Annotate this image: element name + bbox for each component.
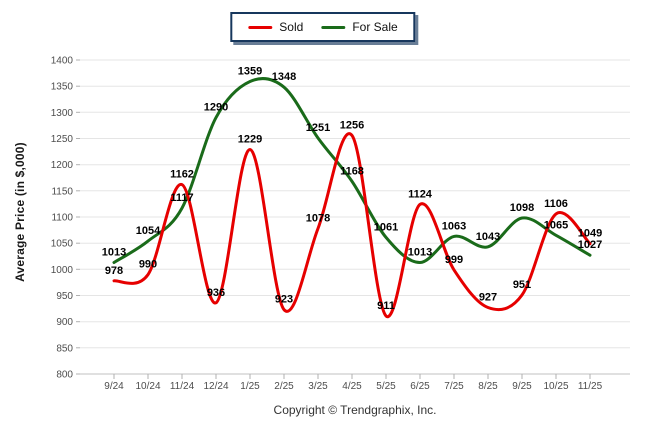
for-sale-data-label: 1168 [340, 165, 364, 177]
sold-data-label: 1229 [238, 134, 262, 146]
for-sale-data-label: 1054 [136, 225, 161, 237]
x-tick-label: 11/25 [578, 381, 603, 392]
y-axis-title: Average Price (in $,000) [13, 142, 27, 282]
for-sale-data-label: 1348 [272, 71, 296, 83]
for-sale-data-label: 1098 [510, 202, 534, 214]
sold-data-label: 923 [275, 294, 293, 306]
y-tick-label: 850 [56, 343, 73, 354]
sold-data-label: 1106 [544, 198, 568, 210]
for-sale-line-swatch [321, 25, 346, 29]
sold-data-label: 936 [207, 287, 225, 299]
sold-line-swatch [248, 25, 273, 29]
y-tick-label: 1000 [51, 265, 74, 276]
x-tick-label: 1/25 [240, 381, 260, 392]
for-sale-data-label: 1043 [476, 231, 500, 243]
sold-data-label: 1049 [578, 228, 602, 240]
for-sale-data-label: 1251 [306, 122, 330, 134]
sold-data-label: 927 [479, 292, 497, 304]
for-sale-data-label: 1013 [408, 247, 432, 259]
for-sale-data-label: 1065 [544, 219, 568, 231]
for-sale-line [112, 77, 592, 265]
x-tick-label: 9/25 [512, 381, 532, 392]
sold-data-label: 1078 [306, 213, 330, 225]
for-sale-data-label: 1013 [102, 247, 126, 259]
for-sale-data-label: 1290 [204, 102, 228, 114]
legend-label-for-sale: For Sale [352, 20, 398, 34]
x-tick-label: 5/25 [376, 381, 396, 392]
sold-line [112, 132, 592, 318]
y-tick-label: 1150 [51, 186, 73, 197]
x-tick-label: 7/25 [444, 381, 464, 392]
for-sale-data-label: 1061 [374, 221, 398, 233]
y-tick-label: 1100 [51, 213, 73, 224]
sold-data-label: 951 [513, 279, 531, 291]
x-tick-label: 4/25 [342, 381, 362, 392]
for-sale-data-label: 1117 [170, 192, 193, 204]
x-tick-label: 10/24 [135, 381, 160, 392]
legend-item-sold: Sold [248, 21, 303, 33]
legend: Sold For Sale [230, 12, 416, 42]
y-tick-label: 1200 [51, 160, 74, 171]
legend-item-for-sale: For Sale [321, 20, 398, 34]
y-tick-label: 1300 [51, 108, 74, 119]
y-tick-label: 1350 [51, 82, 74, 93]
y-tick-label: 1050 [51, 239, 74, 250]
sold-data-label: 911 [377, 300, 395, 312]
y-tick-label: 1250 [51, 134, 74, 145]
for-sale-data-label: 1359 [238, 66, 262, 78]
for-sale-data-label: 1027 [578, 239, 602, 251]
x-tick-label: 9/24 [104, 381, 124, 392]
sold-data-label: 1162 [170, 169, 194, 181]
y-tick-label: 800 [56, 370, 73, 381]
x-tick-label: 10/25 [543, 381, 568, 392]
sold-data-label: 990 [139, 259, 157, 271]
y-tick-label: 1400 [51, 56, 74, 67]
x-tick-label: 3/25 [308, 381, 328, 392]
y-tick-label: 900 [56, 317, 73, 328]
x-tick-label: 2/25 [274, 381, 294, 392]
y-tick-label: 950 [56, 291, 73, 302]
copyright-text: Copyright © Trendgraphix, Inc. [273, 403, 437, 417]
sold-data-label: 1256 [340, 119, 364, 131]
sold-data-label: 1124 [408, 188, 433, 200]
sold-data-label: 999 [445, 254, 463, 266]
x-tick-label: 12/24 [203, 381, 228, 392]
x-tick-label: 8/25 [478, 381, 498, 392]
x-tick-label: 11/24 [170, 381, 195, 392]
sold-data-label: 978 [105, 265, 123, 277]
legend-label-sold: Sold [279, 20, 304, 34]
for-sale-data-label: 1063 [442, 220, 466, 232]
x-tick-label: 6/25 [410, 381, 430, 392]
